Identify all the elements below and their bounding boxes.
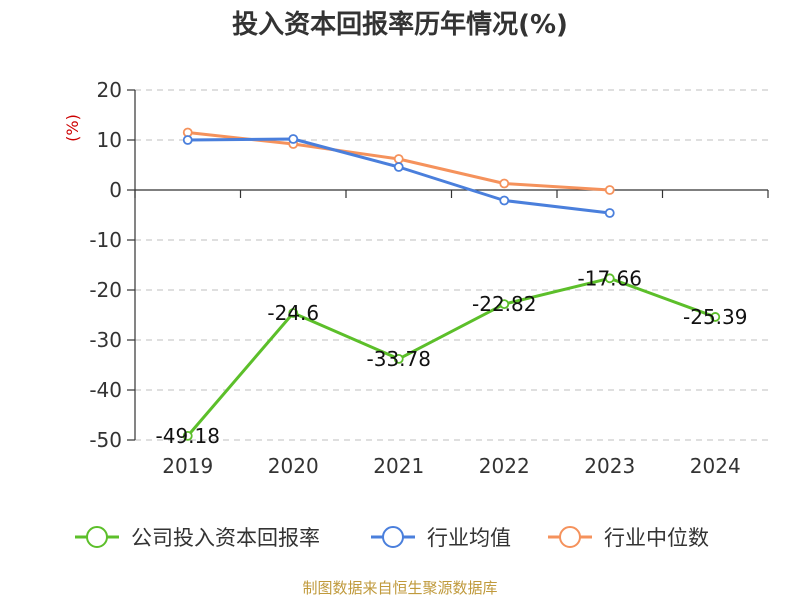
legend-marker	[559, 526, 581, 548]
data-label: -25.39	[683, 305, 747, 329]
x-tick-label: 2019	[162, 454, 213, 478]
data-point	[499, 178, 510, 189]
axes	[127, 89, 769, 441]
data-point	[710, 312, 721, 322]
data-label: -49.18	[156, 424, 220, 448]
y-tick-label: 20	[97, 78, 122, 102]
x-tick-labels: 2019 2020 2021 2022 2023 2024	[162, 454, 740, 478]
data-point	[288, 134, 299, 144]
data-labels: -49.18 -24.6 -33.78 -22.82 -17.66 -25.39	[156, 266, 748, 448]
data-point	[499, 299, 510, 310]
y-tick-label: 0	[109, 178, 122, 202]
data-point	[393, 353, 404, 364]
source-note: 制图数据来自恒生聚源数据库	[302, 579, 497, 597]
series-group	[182, 127, 721, 441]
data-point	[288, 308, 299, 318]
legend-label: 行业中位数	[604, 526, 709, 550]
chart-title: 投入资本回报率历年情况(%)	[232, 9, 568, 40]
data-label: -33.78	[367, 347, 431, 371]
series-line	[186, 276, 716, 437]
y-tick-label: -10	[89, 228, 122, 252]
data-label: -24.6	[267, 301, 319, 325]
x-tick-label: 2021	[373, 454, 424, 478]
data-point	[499, 195, 510, 206]
y-tick-labels: 20 10 0 -10 -20 -30 -40 -50	[89, 78, 122, 452]
legend-marker	[86, 526, 108, 548]
legend: 公司投入资本回报率 行业均值 行业中位数	[75, 526, 709, 550]
data-point	[604, 185, 615, 195]
data-label: -22.82	[472, 292, 536, 316]
legend-label: 公司投入资本回报率	[131, 526, 320, 550]
y-tick-label: -20	[89, 278, 122, 302]
data-point	[604, 273, 615, 284]
x-tick-label: 2023	[584, 454, 635, 478]
y-axis-label: (%)	[63, 114, 82, 142]
data-point	[182, 135, 193, 145]
y-tick-label: -30	[89, 328, 122, 352]
data-point	[393, 162, 404, 172]
x-tick-label: 2024	[690, 454, 741, 478]
data-point	[393, 154, 404, 164]
data-point	[604, 208, 615, 218]
x-tick-label: 2022	[479, 454, 530, 478]
x-tick-label: 2020	[268, 454, 319, 478]
series-line	[187, 137, 610, 215]
legend-marker	[382, 526, 404, 548]
y-tick-label: -50	[89, 428, 122, 452]
data-label: -17.66	[578, 266, 642, 290]
y-tick-label: -40	[89, 378, 122, 402]
data-point	[182, 430, 193, 441]
legend-label: 行业均值	[427, 526, 511, 550]
y-tick-label: 10	[97, 128, 122, 152]
